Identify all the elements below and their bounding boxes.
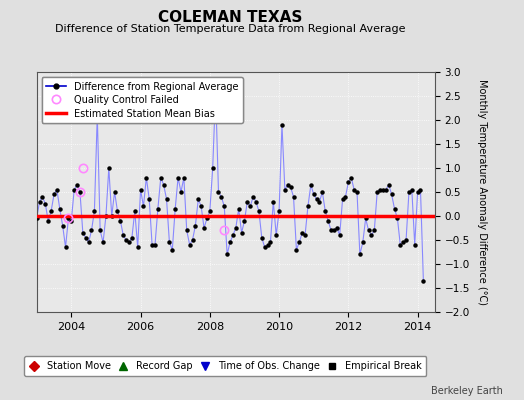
Legend: Difference from Regional Average, Quality Control Failed, Estimated Station Mean: Difference from Regional Average, Qualit… — [41, 77, 243, 123]
Text: COLEMAN TEXAS: COLEMAN TEXAS — [158, 10, 303, 25]
Text: Difference of Station Temperature Data from Regional Average: Difference of Station Temperature Data f… — [56, 24, 406, 34]
Y-axis label: Monthly Temperature Anomaly Difference (°C): Monthly Temperature Anomaly Difference (… — [477, 79, 487, 305]
Legend: Station Move, Record Gap, Time of Obs. Change, Empirical Break: Station Move, Record Gap, Time of Obs. C… — [24, 356, 427, 376]
Text: Berkeley Earth: Berkeley Earth — [431, 386, 503, 396]
